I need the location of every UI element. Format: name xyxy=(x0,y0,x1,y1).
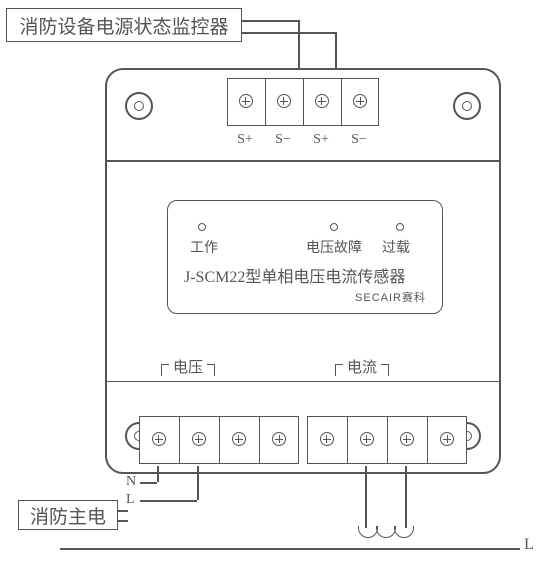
top-term-1 xyxy=(228,79,266,125)
led-overload xyxy=(396,223,404,231)
top-term-4 xyxy=(342,79,380,125)
ct-coil xyxy=(360,526,410,540)
led-work xyxy=(198,223,206,231)
bottom-term-block-left xyxy=(139,416,299,464)
bot-term-r3 xyxy=(388,417,428,463)
top-section-line xyxy=(107,160,499,162)
wire-box-conn-2 xyxy=(118,520,128,522)
bot-term-l4 xyxy=(260,417,300,463)
bot-term-r1 xyxy=(308,417,348,463)
wire-N-h xyxy=(140,482,157,484)
top-term-2 xyxy=(266,79,304,125)
bot-term-r2 xyxy=(348,417,388,463)
screw-icon xyxy=(277,94,291,108)
screw-icon xyxy=(353,94,367,108)
monitor-label-text: 消防设备电源状态监控器 xyxy=(19,12,228,39)
wire-curr-1-v xyxy=(365,466,367,528)
wire-curr-2-v xyxy=(405,466,407,528)
wire-box-conn-1 xyxy=(118,510,128,512)
top-terminal-block xyxy=(227,78,379,126)
led-work-label: 工作 xyxy=(190,237,218,257)
screw-icon xyxy=(272,432,286,446)
wire-top-1-h xyxy=(242,20,299,22)
label-N: N xyxy=(126,474,136,490)
bracket-left-l xyxy=(161,364,169,376)
bot-term-r4 xyxy=(428,417,468,463)
brand-text: SECAIR赛科 xyxy=(355,289,426,305)
screw-icon xyxy=(315,94,329,108)
top-term-label-3: S+ xyxy=(301,132,341,148)
wire-L-main xyxy=(60,548,520,550)
screw-icon xyxy=(320,432,334,446)
bot-term-l1 xyxy=(140,417,180,463)
label-L-end: L xyxy=(524,536,534,554)
screw-icon xyxy=(232,432,246,446)
top-term-3 xyxy=(304,79,342,125)
wire-L-v xyxy=(197,466,199,500)
top-term-label-4: S− xyxy=(339,132,379,148)
screw-icon xyxy=(440,432,454,446)
fire-main-power-text: 消防主电 xyxy=(30,502,106,529)
bracket-right-r xyxy=(381,364,389,376)
led-overload-label: 过载 xyxy=(382,237,410,257)
fire-main-power-box: 消防主电 xyxy=(18,500,118,530)
group-label-current: 电流 xyxy=(347,356,377,377)
screw-icon xyxy=(239,94,253,108)
model-text: J-SCM22型单相电压电流传感器 xyxy=(184,263,426,287)
bot-term-l3 xyxy=(220,417,260,463)
bot-term-l2 xyxy=(180,417,220,463)
top-term-label-2: S− xyxy=(263,132,303,148)
mount-hole-tr xyxy=(453,92,481,120)
wire-L-h xyxy=(140,500,197,502)
center-panel: 工作 电压故障 过载 J-SCM22型单相电压电流传感器 SECAIR赛科 xyxy=(167,200,443,314)
group-label-voltage: 电压 xyxy=(173,356,203,377)
mount-hole-tl xyxy=(125,92,153,120)
bracket-right-l xyxy=(335,364,343,376)
top-term-label-1: S+ xyxy=(225,132,265,148)
wire-top-2-h xyxy=(242,32,336,34)
device-body: S+ S− S+ S− 工作 电压故障 过载 J-SCM22型单相电压电流传感器… xyxy=(105,68,501,474)
led-voltfault xyxy=(330,223,338,231)
label-L: L xyxy=(126,492,135,508)
led-voltfault-label: 电压故障 xyxy=(306,237,362,257)
screw-icon xyxy=(152,432,166,446)
screw-icon xyxy=(360,432,374,446)
screw-icon xyxy=(192,432,206,446)
bracket-left-r xyxy=(207,364,215,376)
screw-icon xyxy=(400,432,414,446)
wire-N-v xyxy=(157,466,159,482)
monitor-label-box: 消防设备电源状态监控器 xyxy=(6,8,242,42)
bottom-section-line xyxy=(107,381,499,383)
bottom-term-block-right xyxy=(307,416,467,464)
